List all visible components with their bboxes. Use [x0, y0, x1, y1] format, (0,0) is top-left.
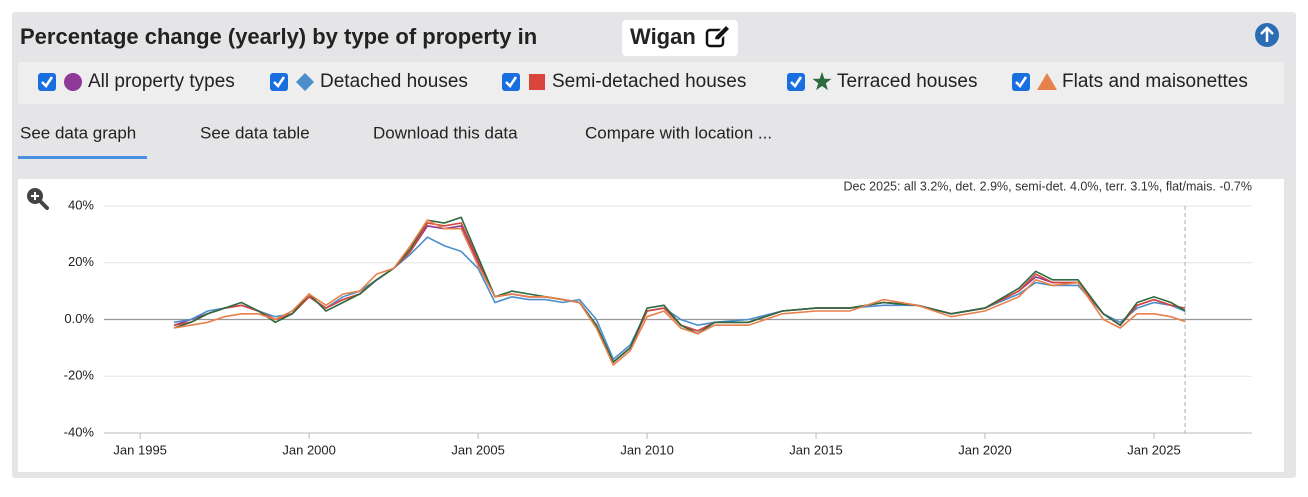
legend-bar — [18, 62, 1284, 104]
legend-marker — [529, 74, 545, 90]
legend: All property types Detached houses Semi-de… — [38, 71, 1248, 92]
y-tick-label: 0.0% — [64, 311, 94, 326]
location-name: Wigan — [630, 24, 696, 49]
zoom-icon[interactable] — [27, 188, 49, 210]
legend-item[interactable]: Flats and maisonettes — [1012, 71, 1248, 92]
location-button[interactable]: Wigan — [622, 20, 738, 56]
chart-area — [18, 179, 1284, 472]
series-line — [173, 216, 1186, 364]
legend-marker — [64, 73, 82, 91]
tab[interactable]: Compare with location ... — [585, 123, 772, 142]
y-tick-label: -20% — [64, 368, 95, 383]
tab[interactable]: Download this data — [373, 123, 518, 142]
series-line — [173, 219, 1186, 367]
checkmark — [41, 76, 54, 88]
y-tick-label: 40% — [68, 197, 94, 212]
legend-label: Detached houses — [320, 71, 468, 92]
tab[interactable]: See data table — [200, 123, 310, 142]
tabs: See data graph See data table Download thi… — [20, 123, 772, 142]
active-tab-underline — [18, 156, 147, 159]
annotation: Dec 2025: all 3.2%, det. 2.9%, semi-det.… — [843, 179, 1252, 193]
legend-label: Semi-detached houses — [552, 71, 746, 92]
panel-title: Percentage change (yearly) by type of pr… — [20, 24, 537, 49]
checkbox[interactable] — [787, 73, 805, 91]
x-tick-label: Jan 2010 — [620, 442, 674, 457]
checkbox[interactable] — [38, 73, 56, 91]
x-tick-label: Jan 2025 — [1127, 442, 1181, 457]
legend-marker — [812, 72, 832, 91]
x-tick-label: Jan 2020 — [958, 442, 1012, 457]
checkmark — [1015, 76, 1028, 88]
legend-item[interactable]: All property types — [38, 71, 235, 92]
tab[interactable]: See data graph — [20, 123, 136, 142]
checkbox[interactable] — [270, 73, 288, 91]
legend-label: All property types — [88, 71, 235, 92]
legend-item[interactable]: Terraced houses — [787, 71, 977, 92]
checkmark — [273, 76, 286, 88]
x-tick-label: Jan 2015 — [789, 442, 843, 457]
legend-item[interactable]: Semi-detached houses — [502, 71, 746, 92]
legend-item[interactable]: Detached houses — [270, 71, 468, 92]
checkbox[interactable] — [1012, 73, 1030, 91]
edit-icon — [705, 23, 732, 48]
checkmark — [505, 76, 518, 88]
legend-marker — [1037, 73, 1057, 90]
legend-marker — [296, 73, 314, 91]
legend-label: Terraced houses — [837, 71, 977, 92]
checkmark — [790, 76, 803, 88]
legend-label: Flats and maisonettes — [1062, 71, 1248, 92]
x-tick-label: Jan 2005 — [451, 442, 505, 457]
x-tick-label: Jan 2000 — [282, 442, 336, 457]
y-tick-label: -40% — [64, 424, 95, 439]
x-tick-label: Jan 1995 — [113, 442, 167, 457]
scroll-top-button[interactable] — [1255, 23, 1279, 47]
checkbox[interactable] — [502, 73, 520, 91]
plot: 40% 20% 0.0% -20% -40% Jan 1995 Jan 2000 Jan 20… — [64, 197, 1252, 457]
y-tick-label: 20% — [68, 254, 94, 269]
